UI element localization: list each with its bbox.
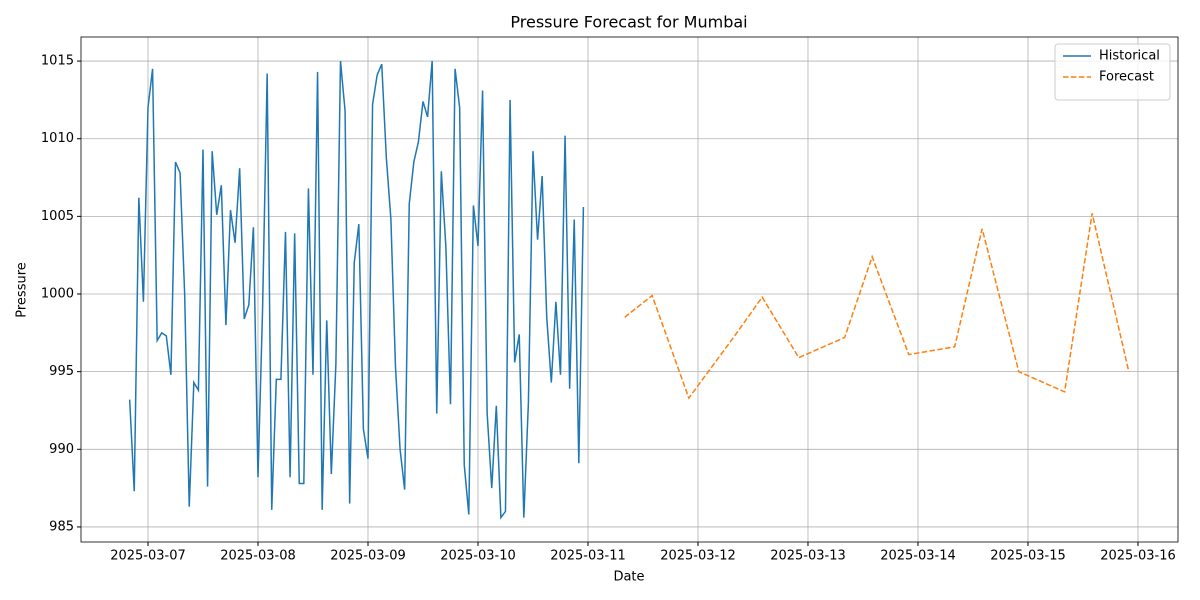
y-tick-label: 985 bbox=[49, 519, 74, 534]
y-tick-label: 1015 bbox=[41, 54, 74, 69]
y-tick-label: 1000 bbox=[41, 287, 74, 302]
plot-frame bbox=[80, 36, 1179, 543]
x-tick-label: 2025-03-09 bbox=[330, 549, 406, 564]
y-axis-label: Pressure bbox=[15, 262, 30, 318]
legend-label: Historical bbox=[1099, 49, 1160, 64]
x-tick-label: 2025-03-08 bbox=[220, 549, 296, 564]
series-line bbox=[128, 61, 585, 520]
y-tick-label: 995 bbox=[49, 364, 74, 379]
x-tick-label: 2025-03-14 bbox=[880, 549, 956, 564]
x-axis-label: Date bbox=[613, 570, 644, 585]
legend-label: Forecast bbox=[1099, 70, 1154, 85]
chart-title: Pressure Forecast for Mumbai bbox=[510, 13, 747, 32]
y-tick-label: 1005 bbox=[41, 209, 74, 224]
x-tick-label: 2025-03-07 bbox=[110, 549, 186, 564]
legend-box bbox=[1054, 43, 1171, 101]
series-line bbox=[624, 213, 1130, 400]
x-tick-label: 2025-03-15 bbox=[990, 549, 1066, 564]
x-tick-label: 2025-03-16 bbox=[1100, 549, 1176, 564]
y-tick-label: 1010 bbox=[41, 131, 74, 146]
x-tick-label: 2025-03-13 bbox=[770, 549, 846, 564]
y-tick-label: 990 bbox=[49, 442, 74, 457]
x-tick-label: 2025-03-11 bbox=[550, 549, 626, 564]
legend: Historical Forecast bbox=[1054, 43, 1171, 101]
x-tick-label: 2025-03-10 bbox=[440, 549, 516, 564]
x-tick-label: 2025-03-12 bbox=[660, 549, 736, 564]
